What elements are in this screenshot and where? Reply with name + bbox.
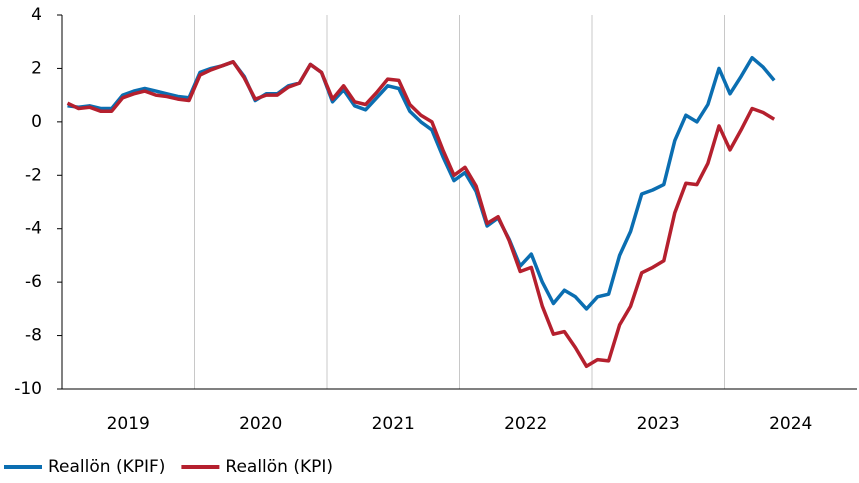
y-tick-label: -8 <box>25 326 42 346</box>
y-tick-label: -10 <box>14 379 42 399</box>
legend-label: Reallön (KPI) <box>225 457 333 477</box>
y-tick-label: -4 <box>25 219 42 239</box>
x-tick-label: 2020 <box>239 414 282 434</box>
y-tick-label: -2 <box>25 165 42 185</box>
y-tick-label: 0 <box>31 112 42 132</box>
x-tick-label: 2024 <box>769 414 812 434</box>
x-tick-label: 2023 <box>637 414 680 434</box>
line-series <box>67 55 776 311</box>
y-tick-label: -6 <box>25 272 42 292</box>
x-tick-label: 2021 <box>372 414 415 434</box>
x-tick-label: 2019 <box>107 414 150 434</box>
y-tick-label: 2 <box>31 58 42 78</box>
y-tick-label: 4 <box>31 5 42 25</box>
line-series <box>66 60 776 369</box>
x-tick-label: 2022 <box>504 414 547 434</box>
legend-label: Reallön (KPIF) <box>48 457 165 477</box>
